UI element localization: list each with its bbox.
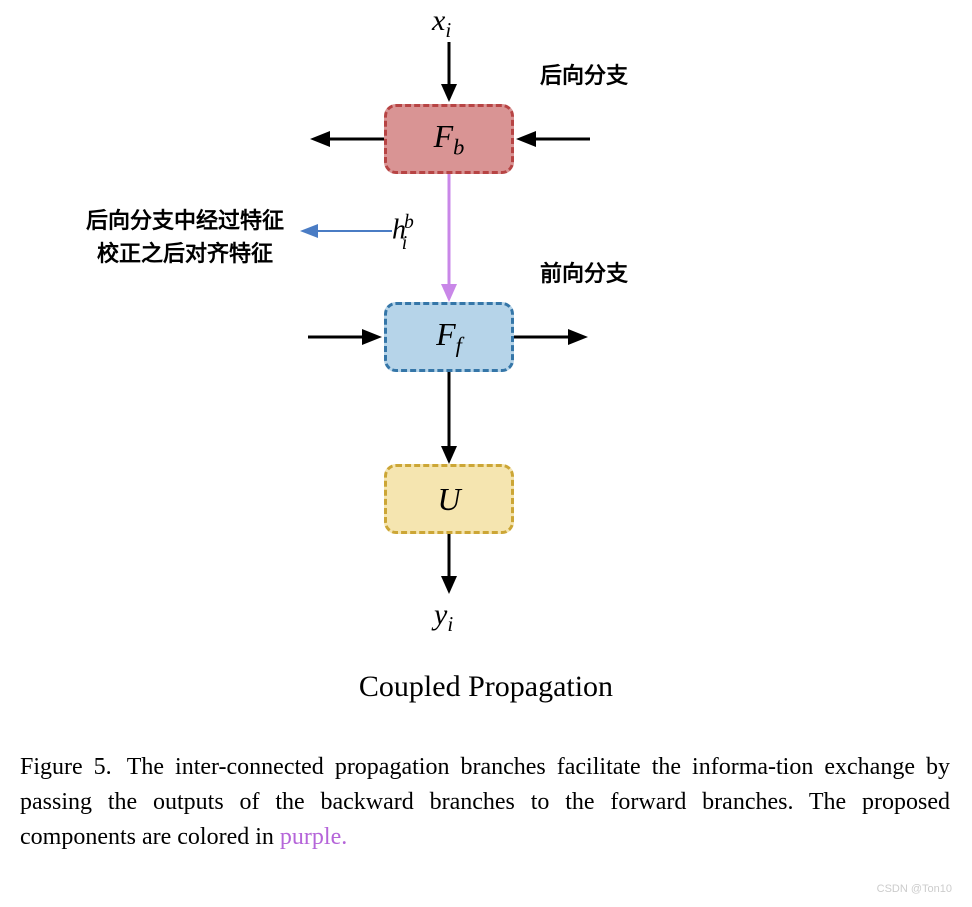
hidden-sub: i <box>402 233 407 254</box>
arrow-fb-right-in <box>514 128 590 150</box>
caption-label: Figure 5. <box>20 754 112 780</box>
ff-label: F <box>436 316 456 352</box>
caption-text-purple: purple. <box>280 824 347 850</box>
figure-caption: Figure 5. The inter-connected propagatio… <box>20 750 950 854</box>
fb-label: F <box>434 118 454 154</box>
ff-sub: f <box>456 332 462 357</box>
arrow-fb-left-out <box>308 128 384 150</box>
feature-align-label: 后向分支中经过特征 校正之后对齐特征 <box>86 204 284 270</box>
arrow-feature-pointer <box>298 220 392 242</box>
arrow-fb-to-ff <box>438 174 460 302</box>
backward-branch-label: 后向分支 <box>540 58 628 90</box>
arrow-input-to-fb <box>438 42 460 104</box>
caption-text-main: The inter-connected propagation branches… <box>20 754 950 850</box>
feature-line1: 后向分支中经过特征 <box>86 204 284 237</box>
node-u: U <box>384 464 514 534</box>
hidden-sup: b <box>404 212 414 233</box>
input-x: x <box>432 4 445 37</box>
node-fb: Fb <box>384 104 514 174</box>
feature-line2: 校正之后对齐特征 <box>86 237 284 270</box>
hidden-label: hbi <box>392 212 421 251</box>
diagram-container: xi Fb 后向分支 hbi 后向分支中经过特征 校正之后对齐特征 前向分支 <box>0 0 972 720</box>
forward-branch-label: 前向分支 <box>540 256 628 288</box>
input-label: xi <box>432 4 451 43</box>
output-y-sub: i <box>447 612 453 636</box>
u-label: U <box>437 481 460 518</box>
arrow-ff-right-out <box>514 326 590 348</box>
output-label: yi <box>434 598 453 637</box>
arrow-u-to-output <box>438 534 460 596</box>
watermark: CSDN @Ton10 <box>877 883 952 895</box>
diagram-title: Coupled Propagation <box>0 670 972 704</box>
arrow-ff-to-u <box>438 372 460 464</box>
input-x-sub: i <box>445 18 451 42</box>
node-ff: Ff <box>384 302 514 372</box>
output-y: y <box>434 598 447 631</box>
fb-sub: b <box>453 134 464 159</box>
arrow-ff-left-in <box>308 326 384 348</box>
